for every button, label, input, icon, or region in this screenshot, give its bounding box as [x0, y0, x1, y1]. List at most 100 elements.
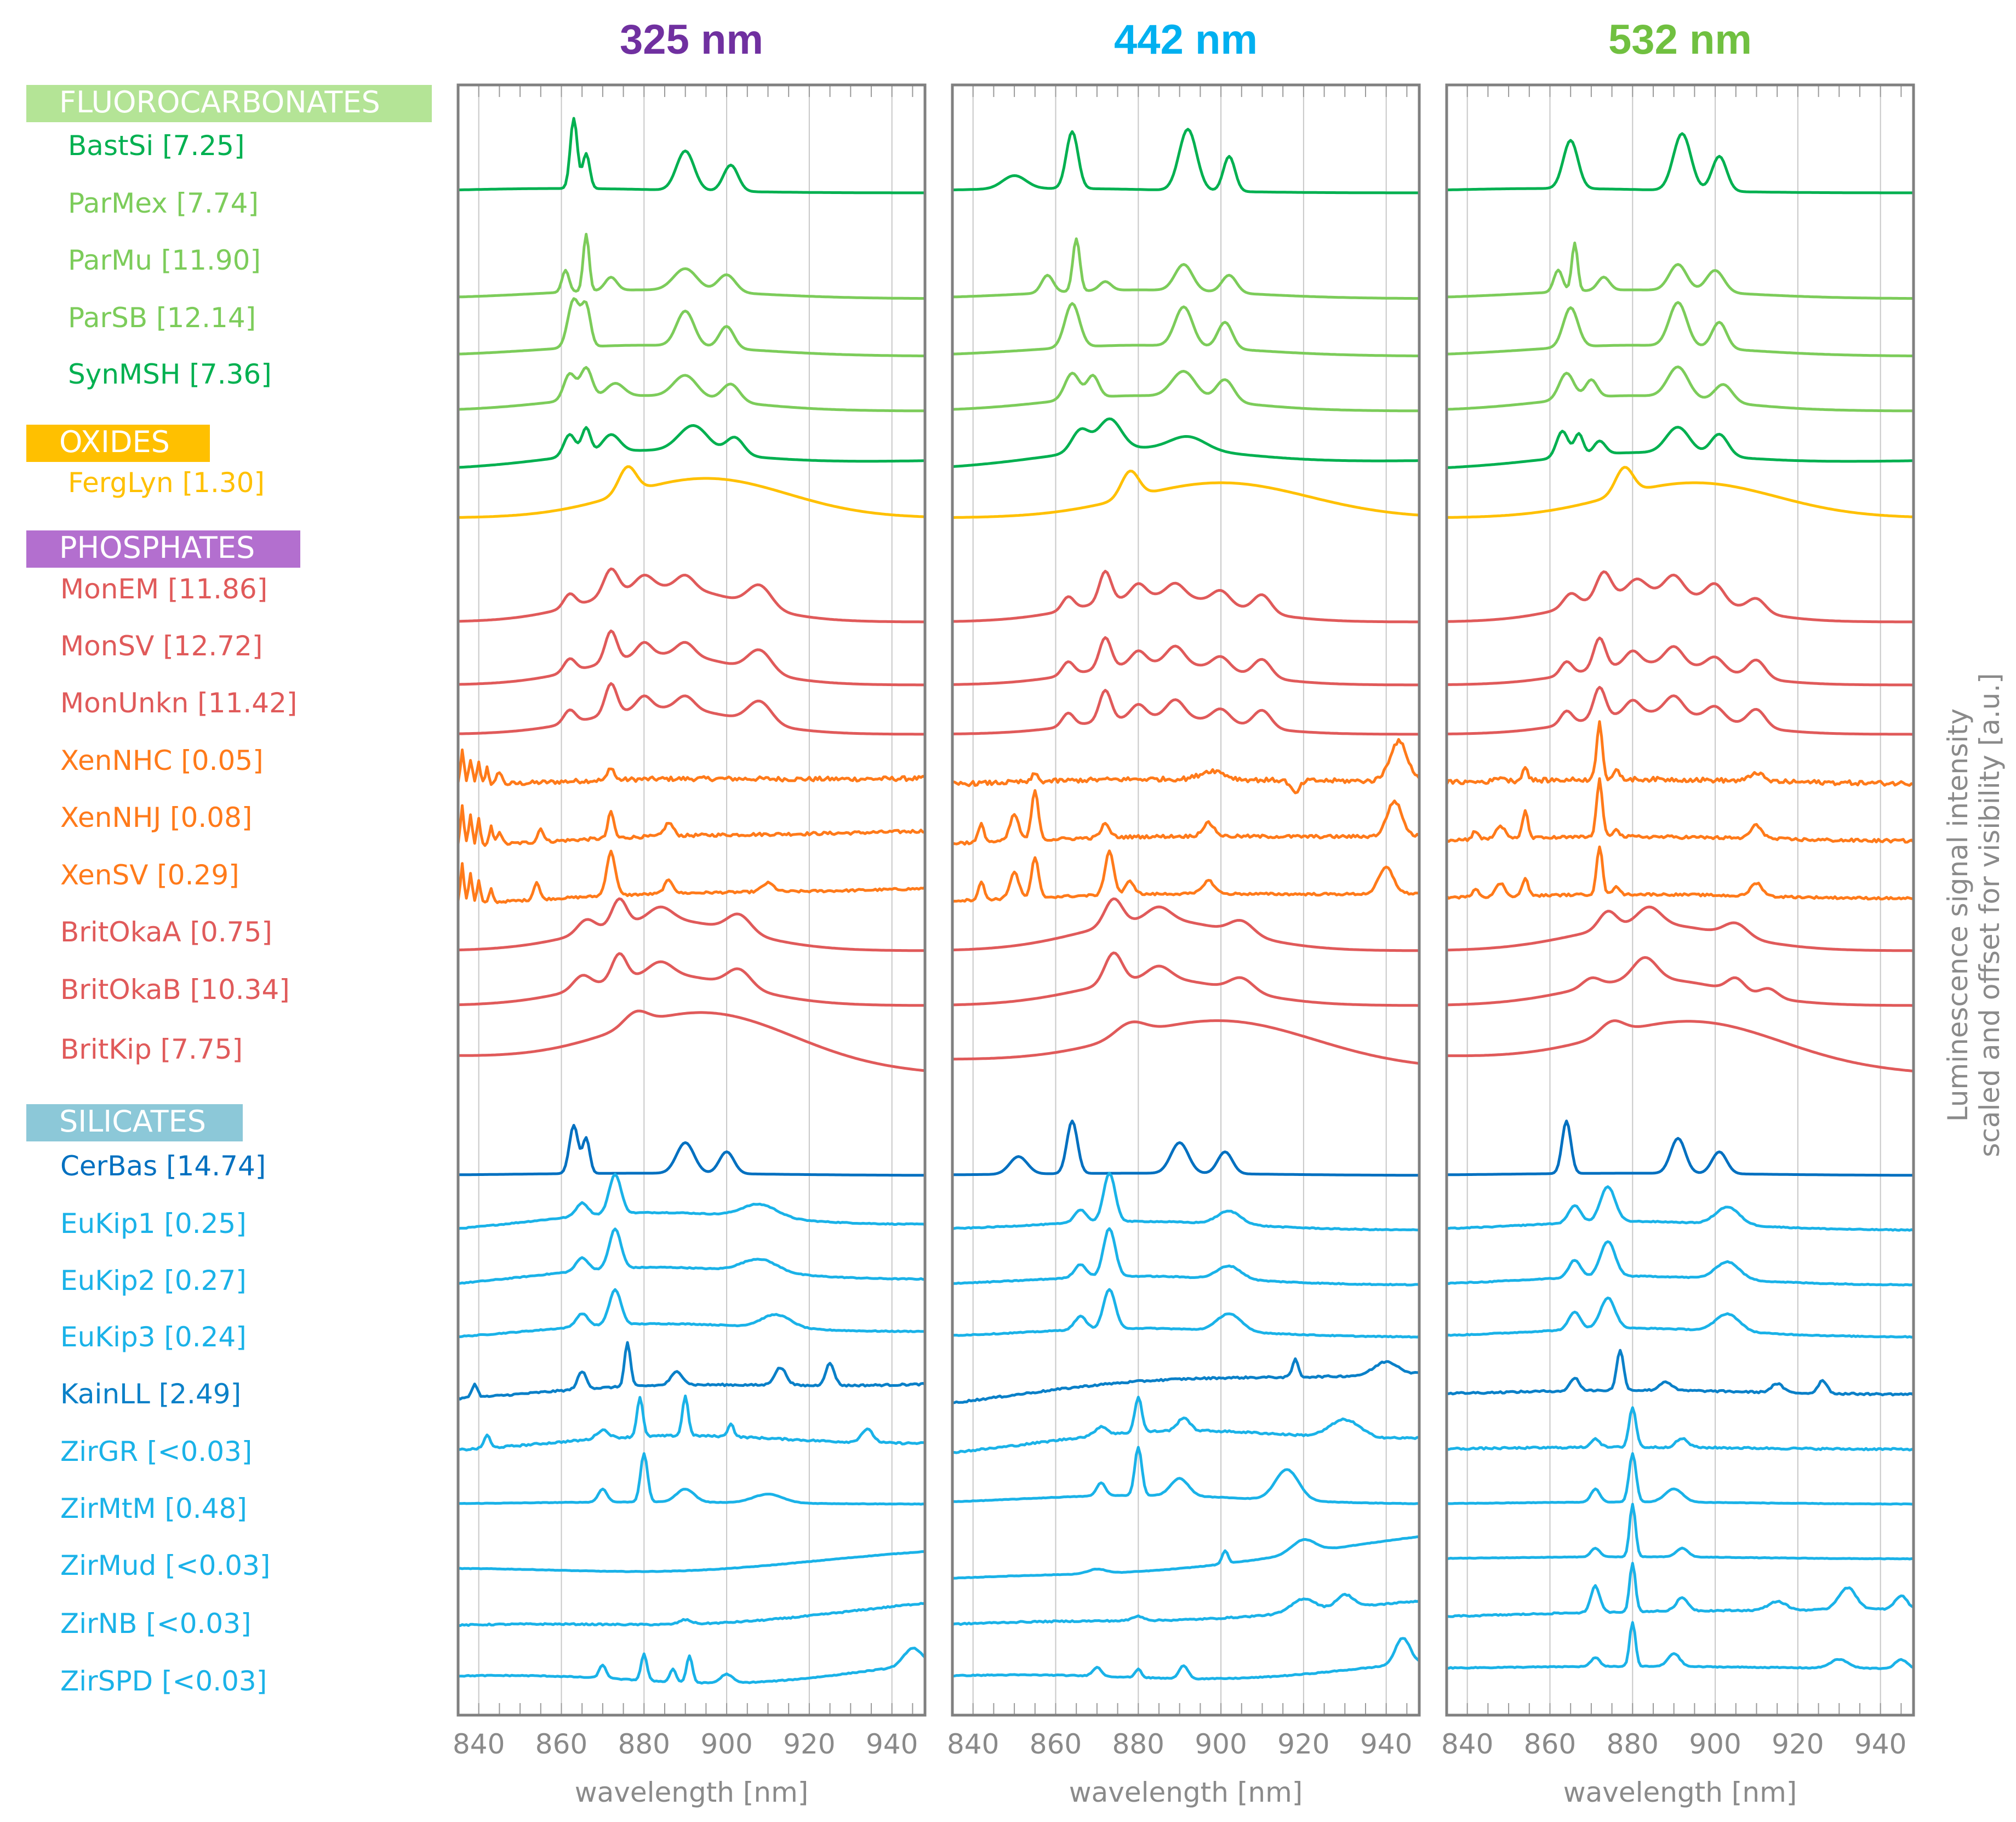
sample-label-synmsh: SynMSH [7.36] — [68, 358, 272, 390]
sample-label-parmex: ParMex [7.74] — [68, 187, 259, 219]
series-line-monem-panel-2 — [952, 569, 1419, 624]
series-line-eukip3-panel-1 — [458, 1288, 926, 1338]
series-line-monunkn-panel-1 — [458, 682, 925, 736]
x-tick-label: 940 — [1854, 1728, 1906, 1760]
series-line-ferglyn-panel-3 — [1446, 466, 1914, 519]
sample-label-britkip: BritKip [7.75] — [60, 1033, 243, 1065]
series-line-xennhc-panel-3 — [1445, 720, 1915, 787]
series-line-parmu-panel-3 — [1446, 301, 1914, 357]
x-axis-label: wavelength [nm] — [1069, 1777, 1303, 1808]
sample-label-xennhj: XenNHJ [0.08] — [60, 802, 252, 833]
series-line-eukip1-panel-2 — [952, 1172, 1420, 1232]
sample-label-monem: MonEM [11.86] — [60, 573, 267, 605]
series-line-ferglyn-panel-2 — [952, 470, 1420, 519]
series-line-zirspd-panel-2 — [952, 1637, 1420, 1681]
series-line-monsv-panel-2 — [952, 636, 1419, 687]
sample-label-xensv: XenSV [0.29] — [60, 859, 239, 891]
x-tick-label: 940 — [866, 1728, 918, 1760]
sample-label-kainll: KainLL [2.49] — [60, 1378, 241, 1410]
x-tick-label: 840 — [453, 1728, 505, 1760]
series-line-xennhj-panel-1 — [456, 804, 926, 847]
x-tick-label: 880 — [1607, 1728, 1659, 1760]
panel-frame — [951, 83, 1421, 1717]
x-tick-label: 920 — [1277, 1728, 1329, 1760]
sample-label-monunkn: MonUnkn [11.42] — [60, 687, 297, 719]
series-line-parsb-panel-3 — [1446, 365, 1914, 413]
sample-label-cerbas: CerBas [14.74] — [60, 1150, 266, 1182]
series-line-kainll-panel-2 — [952, 1357, 1420, 1404]
sample-label-eukip3: EuKip3 [0.24] — [60, 1321, 247, 1353]
sample-label-zirgr: ZirGR [<0.03] — [60, 1436, 252, 1467]
sample-label-monsv: MonSV [12.72] — [60, 630, 262, 662]
series-line-xennhj-panel-2 — [952, 789, 1420, 846]
sample-label-parsb: ParSB [12.14] — [68, 302, 256, 334]
series-line-monsv-panel-1 — [458, 629, 925, 687]
x-tick-label: 920 — [1772, 1728, 1824, 1760]
series-line-xensv-panel-2 — [952, 849, 1420, 903]
series-line-britkip-panel-3 — [1446, 1019, 1914, 1073]
series-line-monem-panel-1 — [458, 567, 925, 624]
series-line-eukip3-panel-3 — [1446, 1296, 1914, 1339]
sample-label-britokaa: BritOkaA [0.75] — [60, 916, 272, 948]
x-axis-label: wavelength [nm] — [1563, 1777, 1797, 1808]
series-line-britokab-panel-2 — [952, 951, 1419, 1007]
series-line-zirspd-panel-1 — [458, 1647, 926, 1685]
series-line-parmex-panel-3 — [1446, 241, 1914, 300]
category-box-oxides — [26, 425, 210, 462]
series-line-bastsi-panel-1 — [458, 117, 925, 195]
series-line-zirmtm-panel-3 — [1446, 1452, 1914, 1506]
series-line-synmsh-panel-2 — [952, 417, 1419, 469]
series-line-ferglyn-panel-1 — [458, 465, 926, 519]
series-line-eukip2-panel-3 — [1446, 1240, 1914, 1287]
series-line-britokab-panel-1 — [458, 952, 925, 1007]
sample-label-parmu: ParMu [11.90] — [68, 244, 261, 276]
series-line-zirspd-panel-3 — [1447, 1621, 1915, 1670]
x-tick-label: 920 — [783, 1728, 835, 1760]
series-line-eukip3-panel-2 — [952, 1288, 1420, 1339]
series-line-parmu-panel-2 — [952, 302, 1419, 357]
series-line-synmsh-panel-1 — [458, 424, 925, 469]
category-label-phosphates: PHOSPHATES — [59, 530, 255, 565]
x-tick-label: 860 — [1030, 1728, 1082, 1760]
series-line-eukip2-panel-1 — [458, 1227, 926, 1285]
series-line-xennhj-panel-3 — [1446, 777, 1915, 844]
series-line-cerbas-panel-2 — [952, 1120, 1419, 1177]
panel-frame — [456, 83, 927, 1717]
x-tick-label: 880 — [1112, 1728, 1164, 1760]
series-line-eukip1-panel-3 — [1446, 1185, 1914, 1232]
series-line-britokaa-panel-2 — [952, 897, 1419, 952]
series-line-zirnb-panel-3 — [1446, 1562, 1915, 1618]
series-line-xennhc-panel-2 — [952, 738, 1421, 795]
panel-frame — [1445, 83, 1915, 1717]
x-tick-label: 860 — [535, 1728, 587, 1760]
panel-2: 840 860 880 900 920 940 wavelength [nm] — [947, 83, 1421, 1808]
series-line-monsv-panel-3 — [1446, 636, 1914, 687]
series-line-synmsh-panel-3 — [1446, 426, 1914, 469]
sample-label-zirspd: ZirSPD [<0.03] — [60, 1665, 267, 1697]
x-tick-label: 900 — [1689, 1728, 1741, 1760]
x-axis-label: wavelength [nm] — [575, 1777, 809, 1808]
series-line-eukip2-panel-2 — [952, 1227, 1420, 1287]
series-line-zirmtm-panel-2 — [952, 1446, 1420, 1505]
y-axis-label-line1: Luminescence signal intensity — [1942, 709, 1974, 1122]
series-line-zirgr-panel-3 — [1446, 1406, 1914, 1452]
panel-3: 840 860 880 900 920 940 wavelength [nm] — [1441, 83, 1915, 1808]
x-tick-label: 940 — [1360, 1728, 1412, 1760]
series-line-bastsi-panel-3 — [1446, 132, 1914, 195]
series-line-britokaa-panel-1 — [458, 897, 925, 952]
x-tick-label: 840 — [947, 1728, 999, 1760]
series-line-zirmtm-panel-1 — [458, 1452, 926, 1506]
series-line-britokab-panel-3 — [1446, 956, 1914, 1007]
series-line-xensv-panel-1 — [456, 849, 926, 904]
series-line-parmex-panel-2 — [952, 237, 1419, 300]
panel-title-2: 442 nm — [1114, 16, 1258, 63]
series-line-zirmud-panel-3 — [1447, 1503, 1914, 1561]
series-line-zirmud-panel-1 — [458, 1550, 926, 1573]
series-line-britkip-panel-2 — [952, 1019, 1420, 1065]
series-line-parsb-panel-1 — [458, 366, 925, 413]
category-label-fluorocarbonates: FLUOROCARBONATES — [59, 85, 380, 119]
series-line-cerbas-panel-1 — [458, 1124, 925, 1177]
series-line-zirgr-panel-1 — [458, 1394, 926, 1452]
panel-title-3: 532 nm — [1608, 16, 1752, 63]
